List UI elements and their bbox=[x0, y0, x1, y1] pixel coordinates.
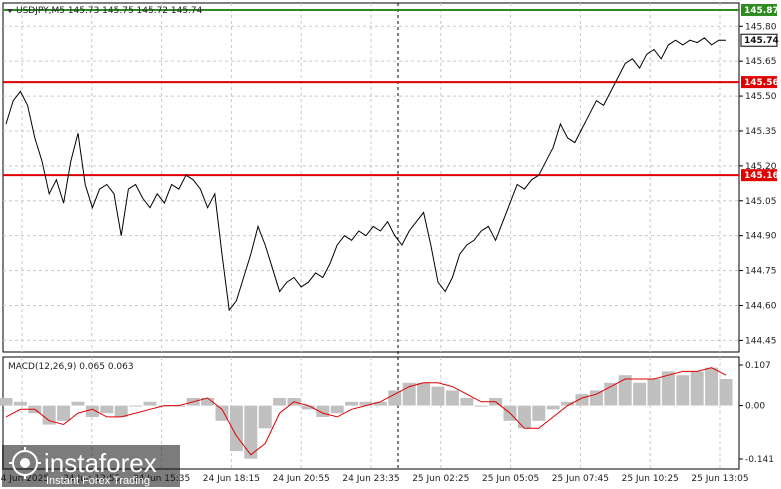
macd-bar bbox=[316, 405, 330, 417]
macd-bar bbox=[143, 401, 157, 406]
macd-bar bbox=[345, 401, 359, 406]
price-tick-label: 144.75 bbox=[745, 267, 777, 277]
macd-bar bbox=[373, 401, 387, 406]
price-tick-label: 144.90 bbox=[745, 232, 777, 242]
macd-y-axis: 0.107 0.00 -0.141 bbox=[739, 361, 774, 465]
time-tick-label: 25 Jun 05:05 bbox=[482, 474, 539, 484]
macd-tick-label: -0.141 bbox=[745, 455, 774, 465]
level-badge-label: 145.87 bbox=[744, 6, 779, 16]
macd-signal-polyline bbox=[5, 367, 727, 456]
time-tick-label: 25 Jun 02:25 bbox=[412, 474, 469, 484]
macd-histogram bbox=[0, 367, 733, 459]
macd-bar bbox=[244, 405, 258, 459]
macd-bar bbox=[474, 405, 488, 407]
dropdown-triangle-icon[interactable] bbox=[7, 9, 13, 13]
macd-bar bbox=[647, 379, 661, 406]
macd-bar bbox=[445, 390, 459, 406]
price-tick-label: 144.60 bbox=[745, 301, 777, 311]
macd-bar bbox=[705, 367, 719, 406]
price-tick-label: 145.50 bbox=[745, 92, 777, 102]
macd-bar bbox=[301, 405, 315, 410]
macd-bar bbox=[388, 390, 402, 406]
price-levels: 145.87 145.56 145.16 bbox=[3, 3, 779, 182]
price-tick-label: 144.45 bbox=[745, 336, 777, 346]
price-header: USDJPY,M5 145.73 145.75 145.72 145.74 bbox=[7, 6, 203, 16]
logo-icon bbox=[9, 447, 41, 479]
time-tick-label: 25 Jun 13:05 bbox=[691, 474, 748, 484]
macd-bar bbox=[460, 398, 474, 406]
macd-bar bbox=[114, 405, 128, 417]
macd-tick-label: 0.107 bbox=[745, 361, 771, 371]
logo-brand: instaforex bbox=[44, 448, 157, 478]
logo-tagline: Instant Forex Trading bbox=[46, 475, 150, 487]
macd-bar bbox=[273, 398, 287, 406]
macd-bar bbox=[532, 405, 546, 421]
level-badge bbox=[741, 3, 777, 16]
time-tick-label: 25 Jun 07:45 bbox=[552, 474, 609, 484]
macd-header-text: MACD(12,26,9) 0.065 0.063 bbox=[8, 362, 134, 372]
macd-bar bbox=[201, 398, 215, 406]
macd-bar bbox=[676, 375, 690, 406]
macd-bar bbox=[100, 405, 114, 414]
macd-bar bbox=[618, 375, 632, 406]
price-tick-label: 145.80 bbox=[745, 22, 777, 32]
macd-bar bbox=[417, 382, 431, 406]
macd-bar bbox=[71, 401, 85, 406]
macd-signal-line bbox=[5, 367, 727, 456]
macd-bar bbox=[0, 398, 13, 406]
macd-bar bbox=[431, 386, 445, 406]
macd-bar bbox=[258, 405, 272, 429]
instaforex-logo: instaforex Instant Forex Trading bbox=[2, 445, 180, 487]
macd-bar bbox=[85, 405, 99, 417]
macd-bar bbox=[690, 371, 704, 406]
macd-bar bbox=[215, 405, 229, 421]
macd-bar bbox=[719, 379, 733, 406]
time-tick-label: 24 Jun 18:15 bbox=[203, 474, 260, 484]
price-series bbox=[5, 37, 726, 312]
level-badge-label: 145.56 bbox=[744, 78, 779, 88]
price-tick-label: 145.05 bbox=[745, 197, 777, 207]
price-grid bbox=[3, 3, 739, 352]
level-badge bbox=[741, 76, 777, 89]
macd-tick-label: 0.00 bbox=[745, 402, 765, 412]
macd-bar bbox=[517, 405, 531, 429]
macd-bar bbox=[589, 390, 603, 406]
macd-bar bbox=[330, 405, 344, 414]
macd-bar bbox=[633, 382, 647, 406]
current-price-label: 145.74 bbox=[744, 36, 779, 46]
macd-bar bbox=[359, 401, 373, 406]
macd-bar bbox=[13, 401, 27, 406]
price-line bbox=[5, 37, 726, 312]
price-y-axis: 145.80 145.65 145.50 145.35 145.20 145.05 144.… bbox=[739, 22, 779, 346]
price-header-text: USDJPY,M5 145.73 145.75 145.72 145.74 bbox=[16, 6, 203, 16]
level-badge bbox=[741, 169, 777, 182]
macd-bar bbox=[561, 401, 575, 406]
time-tick-label: 25 Jun 10:25 bbox=[622, 474, 679, 484]
macd-grid bbox=[21, 357, 721, 469]
macd-bar bbox=[129, 405, 143, 407]
price-tick-label: 145.65 bbox=[745, 57, 777, 67]
macd-bar bbox=[42, 405, 56, 425]
macd-bar bbox=[661, 371, 675, 406]
macd-bar bbox=[546, 405, 560, 410]
time-tick-label: 24 Jun 20:55 bbox=[273, 474, 330, 484]
level-badge-label: 145.16 bbox=[744, 171, 779, 181]
macd-bar bbox=[575, 394, 589, 406]
macd-bar bbox=[57, 405, 71, 421]
time-tick-label: 24 Jun 23:35 bbox=[342, 474, 399, 484]
price-tick-label: 145.20 bbox=[745, 162, 777, 172]
current-price-badge bbox=[740, 33, 778, 47]
price-tick-label: 145.35 bbox=[745, 127, 777, 137]
